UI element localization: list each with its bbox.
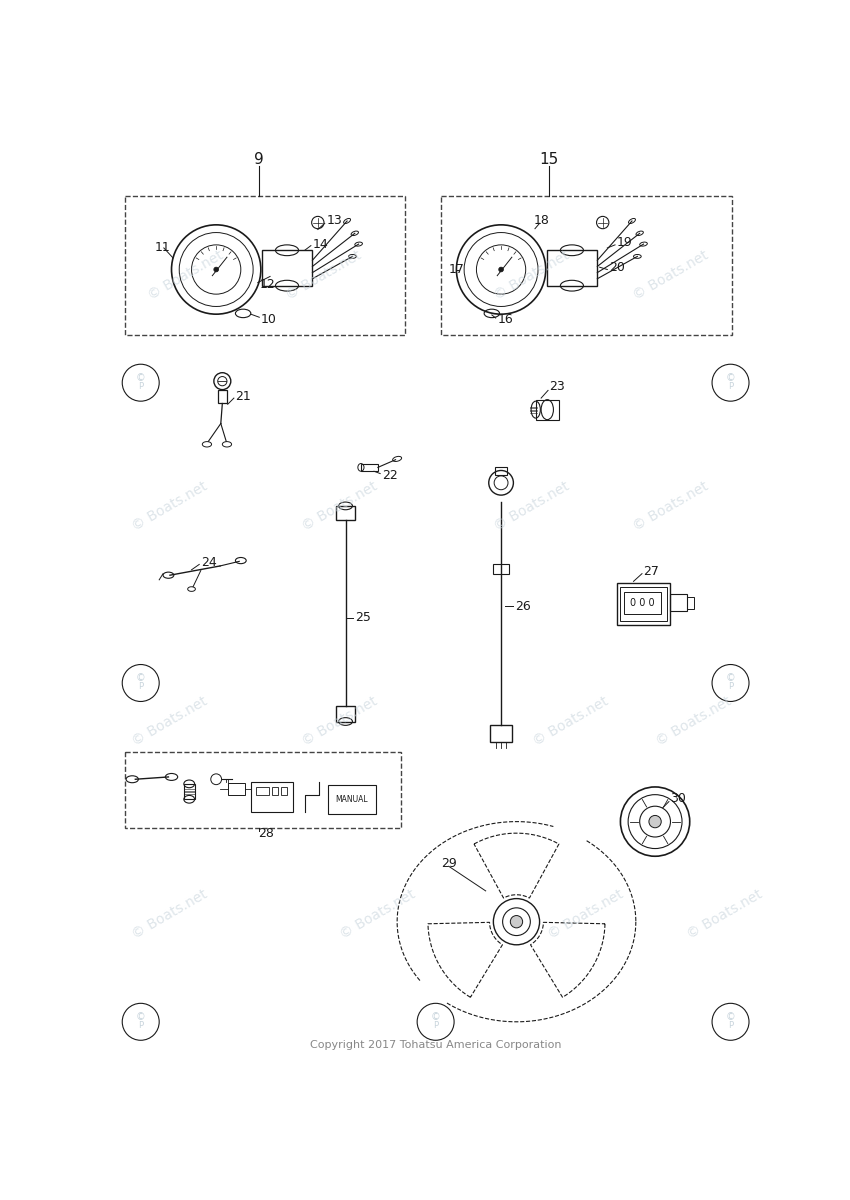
Text: 15: 15 <box>539 152 558 167</box>
Bar <box>337 706 354 721</box>
Text: P: P <box>728 382 733 391</box>
Text: 22: 22 <box>382 468 398 481</box>
Bar <box>495 468 507 475</box>
Bar <box>337 506 354 520</box>
Text: © Boats.net: © Boats.net <box>530 695 610 749</box>
Text: 13: 13 <box>326 215 342 228</box>
Text: © Boats.net: © Boats.net <box>299 479 380 533</box>
Text: © Boats.net: © Boats.net <box>684 887 764 941</box>
Bar <box>616 583 671 625</box>
Text: © Boats.net: © Boats.net <box>631 479 711 533</box>
Text: © Boats.net: © Boats.net <box>130 695 210 749</box>
Text: 19: 19 <box>616 236 632 250</box>
Circle shape <box>499 268 503 272</box>
Bar <box>490 725 512 743</box>
Text: © Boats.net: © Boats.net <box>654 695 734 749</box>
Text: 24: 24 <box>201 556 217 569</box>
Bar <box>184 784 195 799</box>
Text: 17: 17 <box>449 263 465 276</box>
Text: 16: 16 <box>497 313 513 326</box>
Bar <box>280 787 287 794</box>
Text: © Boats.net: © Boats.net <box>284 247 364 302</box>
Text: 20: 20 <box>609 260 625 274</box>
Bar <box>256 787 269 794</box>
Bar <box>328 785 376 814</box>
Text: ©: © <box>136 373 145 383</box>
Text: © Boats.net: © Boats.net <box>631 247 711 302</box>
Text: © Boats.net: © Boats.net <box>130 887 210 941</box>
Bar <box>251 781 293 812</box>
Text: 30: 30 <box>671 792 686 805</box>
Text: © Boats.net: © Boats.net <box>145 247 225 302</box>
Text: 27: 27 <box>643 565 660 578</box>
Text: P: P <box>728 683 733 691</box>
Text: © Boats.net: © Boats.net <box>491 479 572 533</box>
Text: 18: 18 <box>534 215 549 228</box>
Bar <box>228 784 245 796</box>
Text: P: P <box>433 1021 439 1030</box>
Text: P: P <box>139 683 144 691</box>
Bar <box>671 594 688 611</box>
Bar <box>493 564 509 575</box>
Text: P: P <box>139 382 144 391</box>
Text: 26: 26 <box>515 600 530 612</box>
Text: P: P <box>728 1021 733 1030</box>
Text: ©: © <box>136 1012 145 1022</box>
Text: © Boats.net: © Boats.net <box>337 887 418 941</box>
Circle shape <box>649 816 661 828</box>
Bar <box>272 787 278 794</box>
Circle shape <box>510 916 523 928</box>
Circle shape <box>214 268 218 272</box>
Bar <box>624 592 661 613</box>
Bar <box>688 596 694 610</box>
Text: ©: © <box>726 673 735 683</box>
Text: © Boats.net: © Boats.net <box>299 695 380 749</box>
Text: 0 0 0: 0 0 0 <box>631 598 655 608</box>
Text: 11: 11 <box>155 241 170 254</box>
Text: 28: 28 <box>258 827 275 840</box>
Bar <box>218 390 227 403</box>
Text: © Boats.net: © Boats.net <box>491 247 572 302</box>
Text: 12: 12 <box>259 277 275 290</box>
Text: 10: 10 <box>261 313 277 326</box>
Bar <box>536 400 558 420</box>
Text: MANUAL: MANUAL <box>336 794 368 804</box>
Text: ©: © <box>726 373 735 383</box>
Text: 25: 25 <box>354 611 371 624</box>
Text: ©: © <box>726 1012 735 1022</box>
Text: © Boats.net: © Boats.net <box>546 887 626 941</box>
Bar <box>263 251 313 286</box>
Text: P: P <box>139 1021 144 1030</box>
Text: 29: 29 <box>441 858 456 870</box>
Text: ©: © <box>136 673 145 683</box>
Bar <box>361 463 378 472</box>
Bar <box>620 587 666 622</box>
Bar <box>547 251 598 286</box>
Text: 9: 9 <box>253 152 264 167</box>
Text: 14: 14 <box>313 238 328 251</box>
Text: Copyright 2017 Tohatsu America Corporation: Copyright 2017 Tohatsu America Corporati… <box>310 1040 561 1050</box>
Text: ©: © <box>431 1012 440 1022</box>
Text: 23: 23 <box>549 380 564 394</box>
Text: © Boats.net: © Boats.net <box>130 479 210 533</box>
Text: 21: 21 <box>235 390 251 403</box>
